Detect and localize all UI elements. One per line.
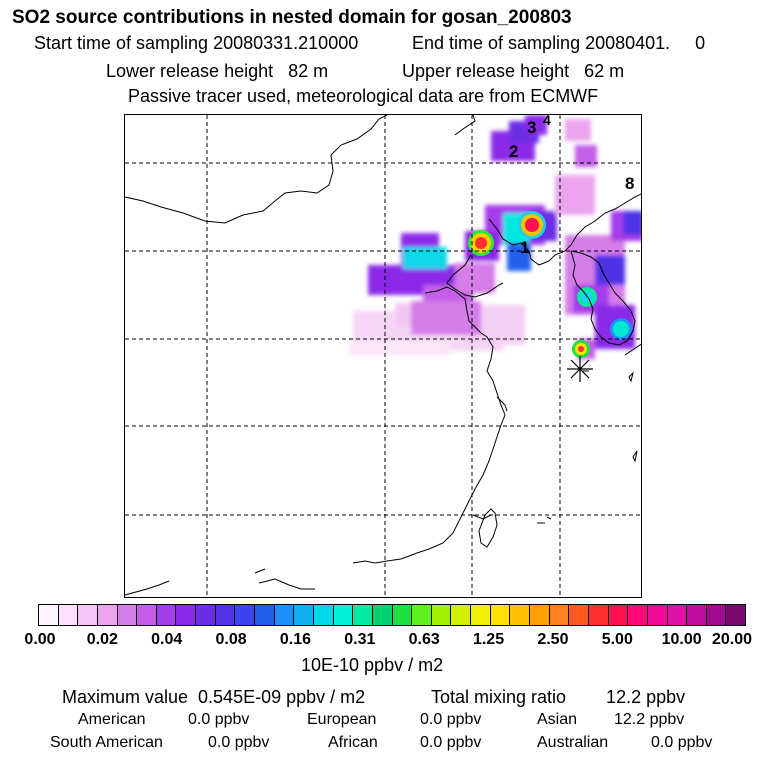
colorbar-segment <box>549 605 570 625</box>
colorbar-tick-label: 5.00 <box>601 631 633 648</box>
african-value: 0.0 ppbv <box>420 734 482 751</box>
colorbar-tick-label: 0.08 <box>215 631 247 648</box>
colorbar-segment <box>628 605 648 625</box>
american-label: American <box>78 711 146 728</box>
colorbar-segment <box>451 605 472 625</box>
colorbar-tick-label: 2.50 <box>537 631 569 648</box>
asian-value: 12.2 ppbv <box>614 711 685 728</box>
colorbar-tick-label: 0.31 <box>344 631 376 648</box>
colorbar-tick-label: 0.16 <box>279 631 312 648</box>
colorbar-segment <box>97 605 118 625</box>
colorbar-segment <box>294 605 314 625</box>
australian-value: 0.0 ppbv <box>651 734 713 751</box>
south-american-label: South American <box>50 734 163 751</box>
colorbar-tick-label: 20.00 <box>711 631 753 648</box>
colorbar-segment <box>255 605 275 625</box>
end-time: End time of sampling 20080401. 0 <box>412 33 706 53</box>
asian-label: Asian <box>537 711 578 728</box>
colorbar-segment <box>431 605 452 625</box>
colorbar-units: 10E-10 ppbv / m2 <box>301 655 444 675</box>
american-value: 0.0 ppbv <box>188 711 250 728</box>
start-time: Start time of sampling 20080331.210000 <box>34 33 359 53</box>
colorbar <box>38 604 746 626</box>
colorbar-segment <box>412 605 432 625</box>
colorbar-segment <box>215 605 236 625</box>
colorbar-segment <box>117 605 138 625</box>
plot-title: SO2 source contributions in nested domai… <box>12 7 572 28</box>
colorbar-segment <box>39 605 59 625</box>
colorbar-segment <box>78 605 98 625</box>
map-panel: 1 2 3 4 8 <box>124 114 642 598</box>
tracer-note: Passive tracer used, meteorological data… <box>128 86 599 106</box>
australian-label: Australian <box>537 734 609 751</box>
colorbar-tick-label: 0.00 <box>24 631 56 648</box>
european-label: European <box>307 711 377 728</box>
african-label: African <box>328 734 378 751</box>
colorbar-segment <box>588 605 609 625</box>
colorbar-segment <box>471 605 491 625</box>
grid-lines <box>125 115 641 597</box>
colorbar-segment <box>530 605 550 625</box>
colorbar-tick-label: 0.02 <box>86 631 118 648</box>
region-label-1: 1 <box>520 238 529 257</box>
colorbar-segment <box>313 605 334 625</box>
colorbar-segment <box>235 605 256 625</box>
colorbar-segment <box>274 605 295 625</box>
receptor-asterisk-icon <box>567 356 593 382</box>
upper-release-height: Upper release height 62 m <box>402 61 625 81</box>
colorbar-segment <box>58 605 79 625</box>
map-canvas: 1 2 3 4 8 <box>125 115 641 597</box>
concentration-field <box>349 115 641 359</box>
colorbar-segment <box>706 605 727 625</box>
region-label-3: 3 <box>527 118 536 137</box>
max-value: Maximum value 0.545E-09 ppbv / m2 <box>62 687 366 707</box>
region-label-2: 2 <box>509 142 518 161</box>
colorbar-segment <box>137 605 157 625</box>
colorbar-segment <box>156 605 177 625</box>
colorbar-segment <box>353 605 373 625</box>
european-value: 0.0 ppbv <box>420 711 482 728</box>
colorbar-tick-label: 0.63 <box>408 631 440 648</box>
colorbar-segment <box>647 605 668 625</box>
colorbar-segment <box>510 605 531 625</box>
colorbar-segment <box>667 605 688 625</box>
colorbar-tick-label: 10.00 <box>661 631 702 648</box>
colorbar-segment <box>372 605 393 625</box>
colorbar-segment <box>687 605 707 625</box>
colorbar-segment <box>608 605 629 625</box>
colorbar-segment <box>392 605 413 625</box>
colorbar-segment <box>196 605 216 625</box>
colorbar-segment <box>726 605 746 625</box>
lower-release-height: Lower release height 82 m <box>106 61 329 81</box>
coastlines <box>125 115 641 596</box>
region-label-8: 8 <box>625 174 634 193</box>
colorbar-segment <box>176 605 197 625</box>
total-mixing-ratio: Total mixing ratio 12.2 ppbv <box>431 687 686 707</box>
region-label-4: 4 <box>543 115 551 128</box>
colorbar-segment <box>569 605 589 625</box>
colorbar-tick-label: 0.04 <box>151 631 183 648</box>
south-american-value: 0.0 ppbv <box>208 734 270 751</box>
colorbar-segment <box>490 605 511 625</box>
colorbar-segment <box>333 605 354 625</box>
colorbar-tick-label: 1.25 <box>472 631 505 648</box>
